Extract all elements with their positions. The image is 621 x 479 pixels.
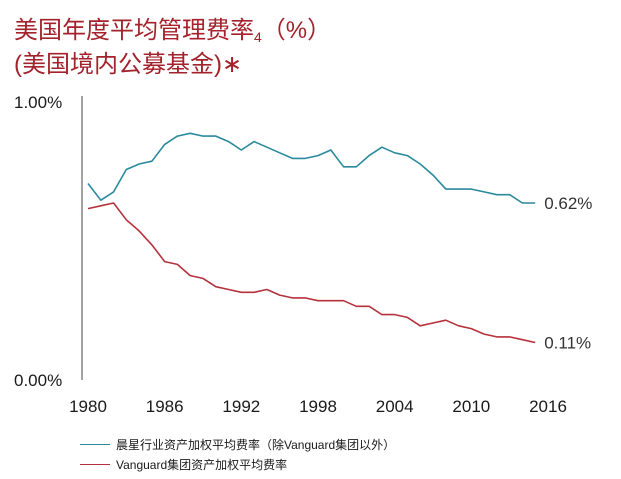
legend-label-vanguard: Vanguard集团资产加权平均费率: [116, 458, 288, 472]
x-tick-label-1986: 1986: [146, 397, 184, 416]
x-tick-label-1992: 1992: [222, 397, 260, 416]
title-unit: （%）: [261, 17, 332, 44]
series-line-industry: [87, 132, 536, 204]
title-text: 美国年度平均管理费率: [14, 17, 254, 44]
x-tick-label-2016: 2016: [529, 397, 567, 416]
end-label-vanguard: 0.11%: [544, 334, 591, 353]
x-tick-label-1980: 1980: [69, 397, 107, 416]
y-tick-label-bottom: 0.00%: [14, 371, 62, 390]
chart-series: [87, 132, 536, 344]
legend-swatch-vanguard: [80, 464, 110, 465]
chart-title-line2: (美国境内公募基金)∗: [14, 51, 243, 78]
series-line-vanguard: [87, 202, 536, 344]
x-tick-label-2010: 2010: [452, 397, 490, 416]
x-tick-label-1998: 1998: [299, 397, 337, 416]
line-chart: 1.00% 0.00% 1980 1986 1992 1998 2004 2010 2016…: [14, 93, 592, 416]
x-axis-ticks: 1980 1986 1992 1998 2004 2010 2016: [69, 397, 567, 416]
title-footnote-marker: 4: [254, 29, 262, 45]
legend-item-industry: 晨星行业资产加权平均费率（除Vanguard集团以外）: [80, 436, 395, 453]
legend-swatch-industry: [80, 444, 110, 445]
end-label-industry: 0.62%: [544, 194, 592, 213]
legend-item-vanguard: Vanguard集团资产加权平均费率: [80, 456, 287, 473]
legend-label-industry: 晨星行业资产加权平均费率（除Vanguard集团以外）: [116, 438, 396, 452]
x-tick-label-2004: 2004: [376, 397, 414, 416]
end-labels: 0.62% 0.11%: [544, 194, 592, 352]
y-tick-label-top: 1.00%: [14, 93, 62, 112]
chart-title-line1: 美国年度平均管理费率4（%）: [14, 10, 331, 45]
